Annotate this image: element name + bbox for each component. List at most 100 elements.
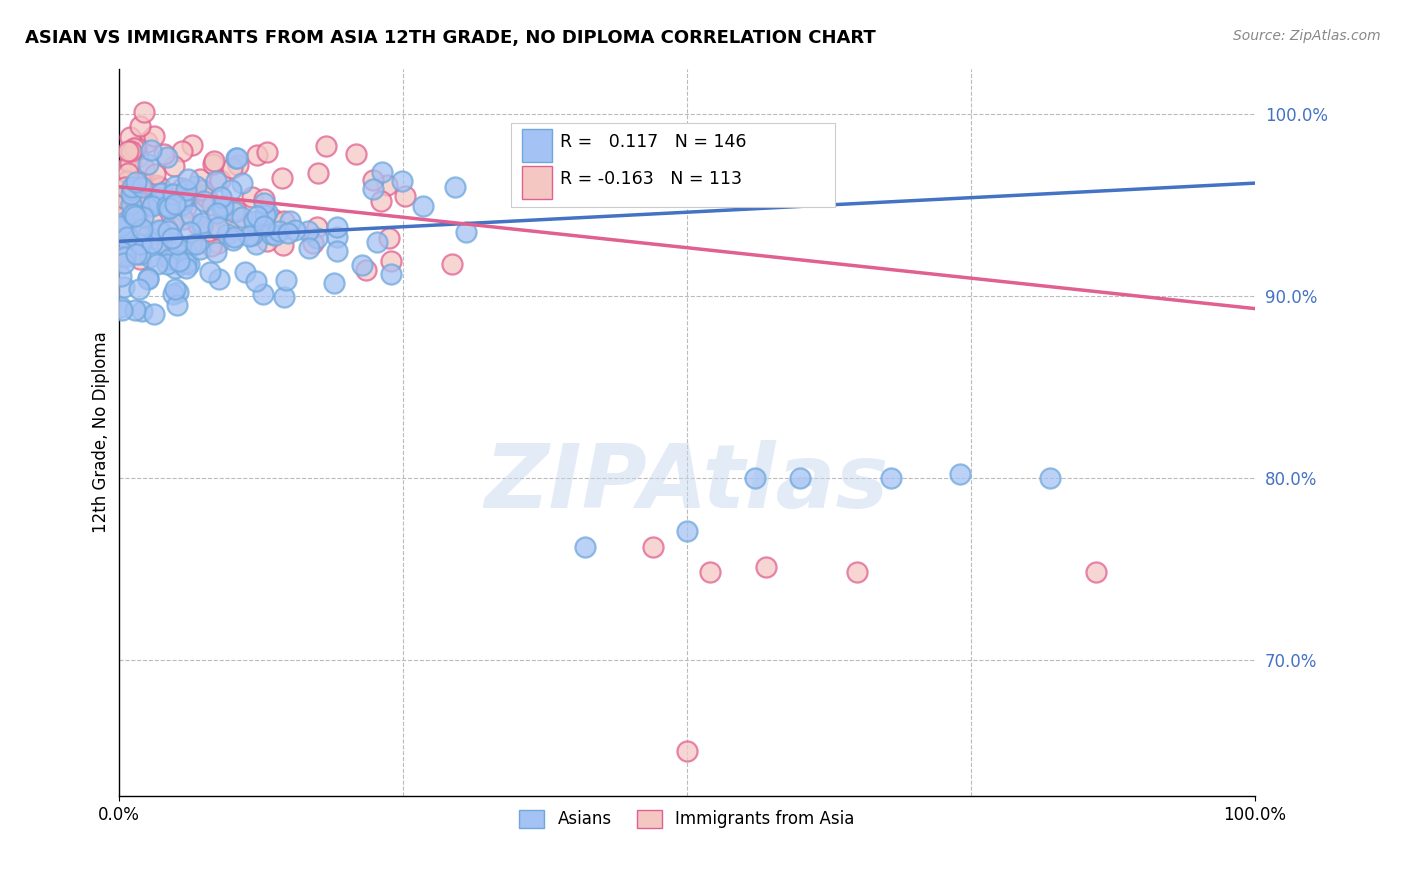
Point	[184, 179, 207, 194]
Point	[162, 186, 184, 201]
Y-axis label: 12th Grade, No Diploma: 12th Grade, No Diploma	[93, 332, 110, 533]
Point	[252, 287, 274, 301]
Point	[226, 152, 249, 166]
Point	[198, 265, 221, 279]
Point	[412, 199, 434, 213]
Point	[315, 139, 337, 153]
Point	[125, 212, 148, 227]
Point	[264, 227, 287, 242]
Point	[112, 280, 135, 294]
Point	[174, 261, 197, 276]
Point	[163, 160, 186, 174]
Point	[129, 246, 152, 260]
Point	[207, 219, 229, 234]
Point	[205, 174, 228, 188]
Point	[193, 187, 215, 202]
Point	[132, 211, 155, 225]
Point	[122, 141, 145, 155]
Text: ZIPAtlas: ZIPAtlas	[485, 440, 889, 527]
Point	[169, 257, 191, 271]
Point	[157, 224, 180, 238]
Point	[217, 222, 239, 236]
Point	[129, 119, 152, 133]
Point	[170, 180, 193, 194]
Point	[110, 222, 132, 236]
Point	[254, 208, 277, 222]
Point	[380, 254, 402, 268]
Text: Source: ZipAtlas.com: Source: ZipAtlas.com	[1233, 29, 1381, 43]
Point	[114, 221, 136, 235]
Point	[142, 181, 165, 195]
Point	[131, 304, 153, 318]
Point	[121, 206, 143, 220]
Point	[131, 180, 153, 194]
Point	[846, 566, 869, 580]
Point	[307, 220, 329, 235]
Point	[215, 227, 238, 241]
Point	[156, 150, 179, 164]
Point	[233, 265, 256, 279]
Point	[156, 238, 179, 252]
Point	[394, 188, 416, 202]
Point	[153, 147, 176, 161]
Point	[112, 256, 135, 270]
Point	[129, 219, 152, 233]
Point	[262, 212, 284, 227]
Point	[212, 199, 235, 213]
Point	[146, 257, 169, 271]
Point	[256, 234, 278, 248]
Point	[278, 213, 301, 227]
Point	[149, 186, 172, 200]
Point	[252, 219, 274, 233]
Point	[174, 183, 197, 197]
Point	[166, 285, 188, 300]
Point	[297, 224, 319, 238]
Point	[148, 223, 170, 237]
Point	[177, 172, 200, 186]
Point	[221, 161, 243, 175]
Point	[131, 222, 153, 236]
Point	[157, 201, 180, 215]
Point	[131, 177, 153, 191]
Point	[128, 207, 150, 221]
Point	[114, 215, 136, 229]
Point	[136, 272, 159, 286]
Point	[225, 151, 247, 165]
Point	[205, 206, 228, 220]
Point	[454, 225, 477, 239]
Point	[252, 195, 274, 210]
Point	[193, 194, 215, 208]
Point	[366, 235, 388, 249]
Point	[120, 197, 142, 211]
Point	[138, 250, 160, 264]
Point	[755, 560, 778, 574]
Point	[157, 201, 180, 215]
Point	[245, 274, 267, 288]
Point	[307, 166, 329, 180]
Point	[391, 174, 413, 188]
Point	[143, 167, 166, 181]
Point	[114, 220, 136, 235]
Point	[208, 271, 231, 285]
Point	[307, 231, 329, 245]
Point	[124, 175, 146, 189]
Point	[120, 156, 142, 170]
Point	[112, 218, 135, 232]
Point	[174, 200, 197, 214]
Point	[180, 208, 202, 222]
Point	[118, 216, 141, 230]
Point	[676, 743, 699, 757]
Point	[111, 302, 134, 317]
Point	[145, 178, 167, 193]
Point	[209, 173, 232, 187]
Point	[145, 227, 167, 241]
Point	[157, 252, 180, 267]
Point	[139, 143, 162, 157]
Point	[129, 194, 152, 208]
Point	[371, 165, 394, 179]
Point	[143, 307, 166, 321]
Point	[219, 183, 242, 197]
Point	[181, 137, 204, 152]
Point	[128, 282, 150, 296]
Point	[209, 190, 232, 204]
